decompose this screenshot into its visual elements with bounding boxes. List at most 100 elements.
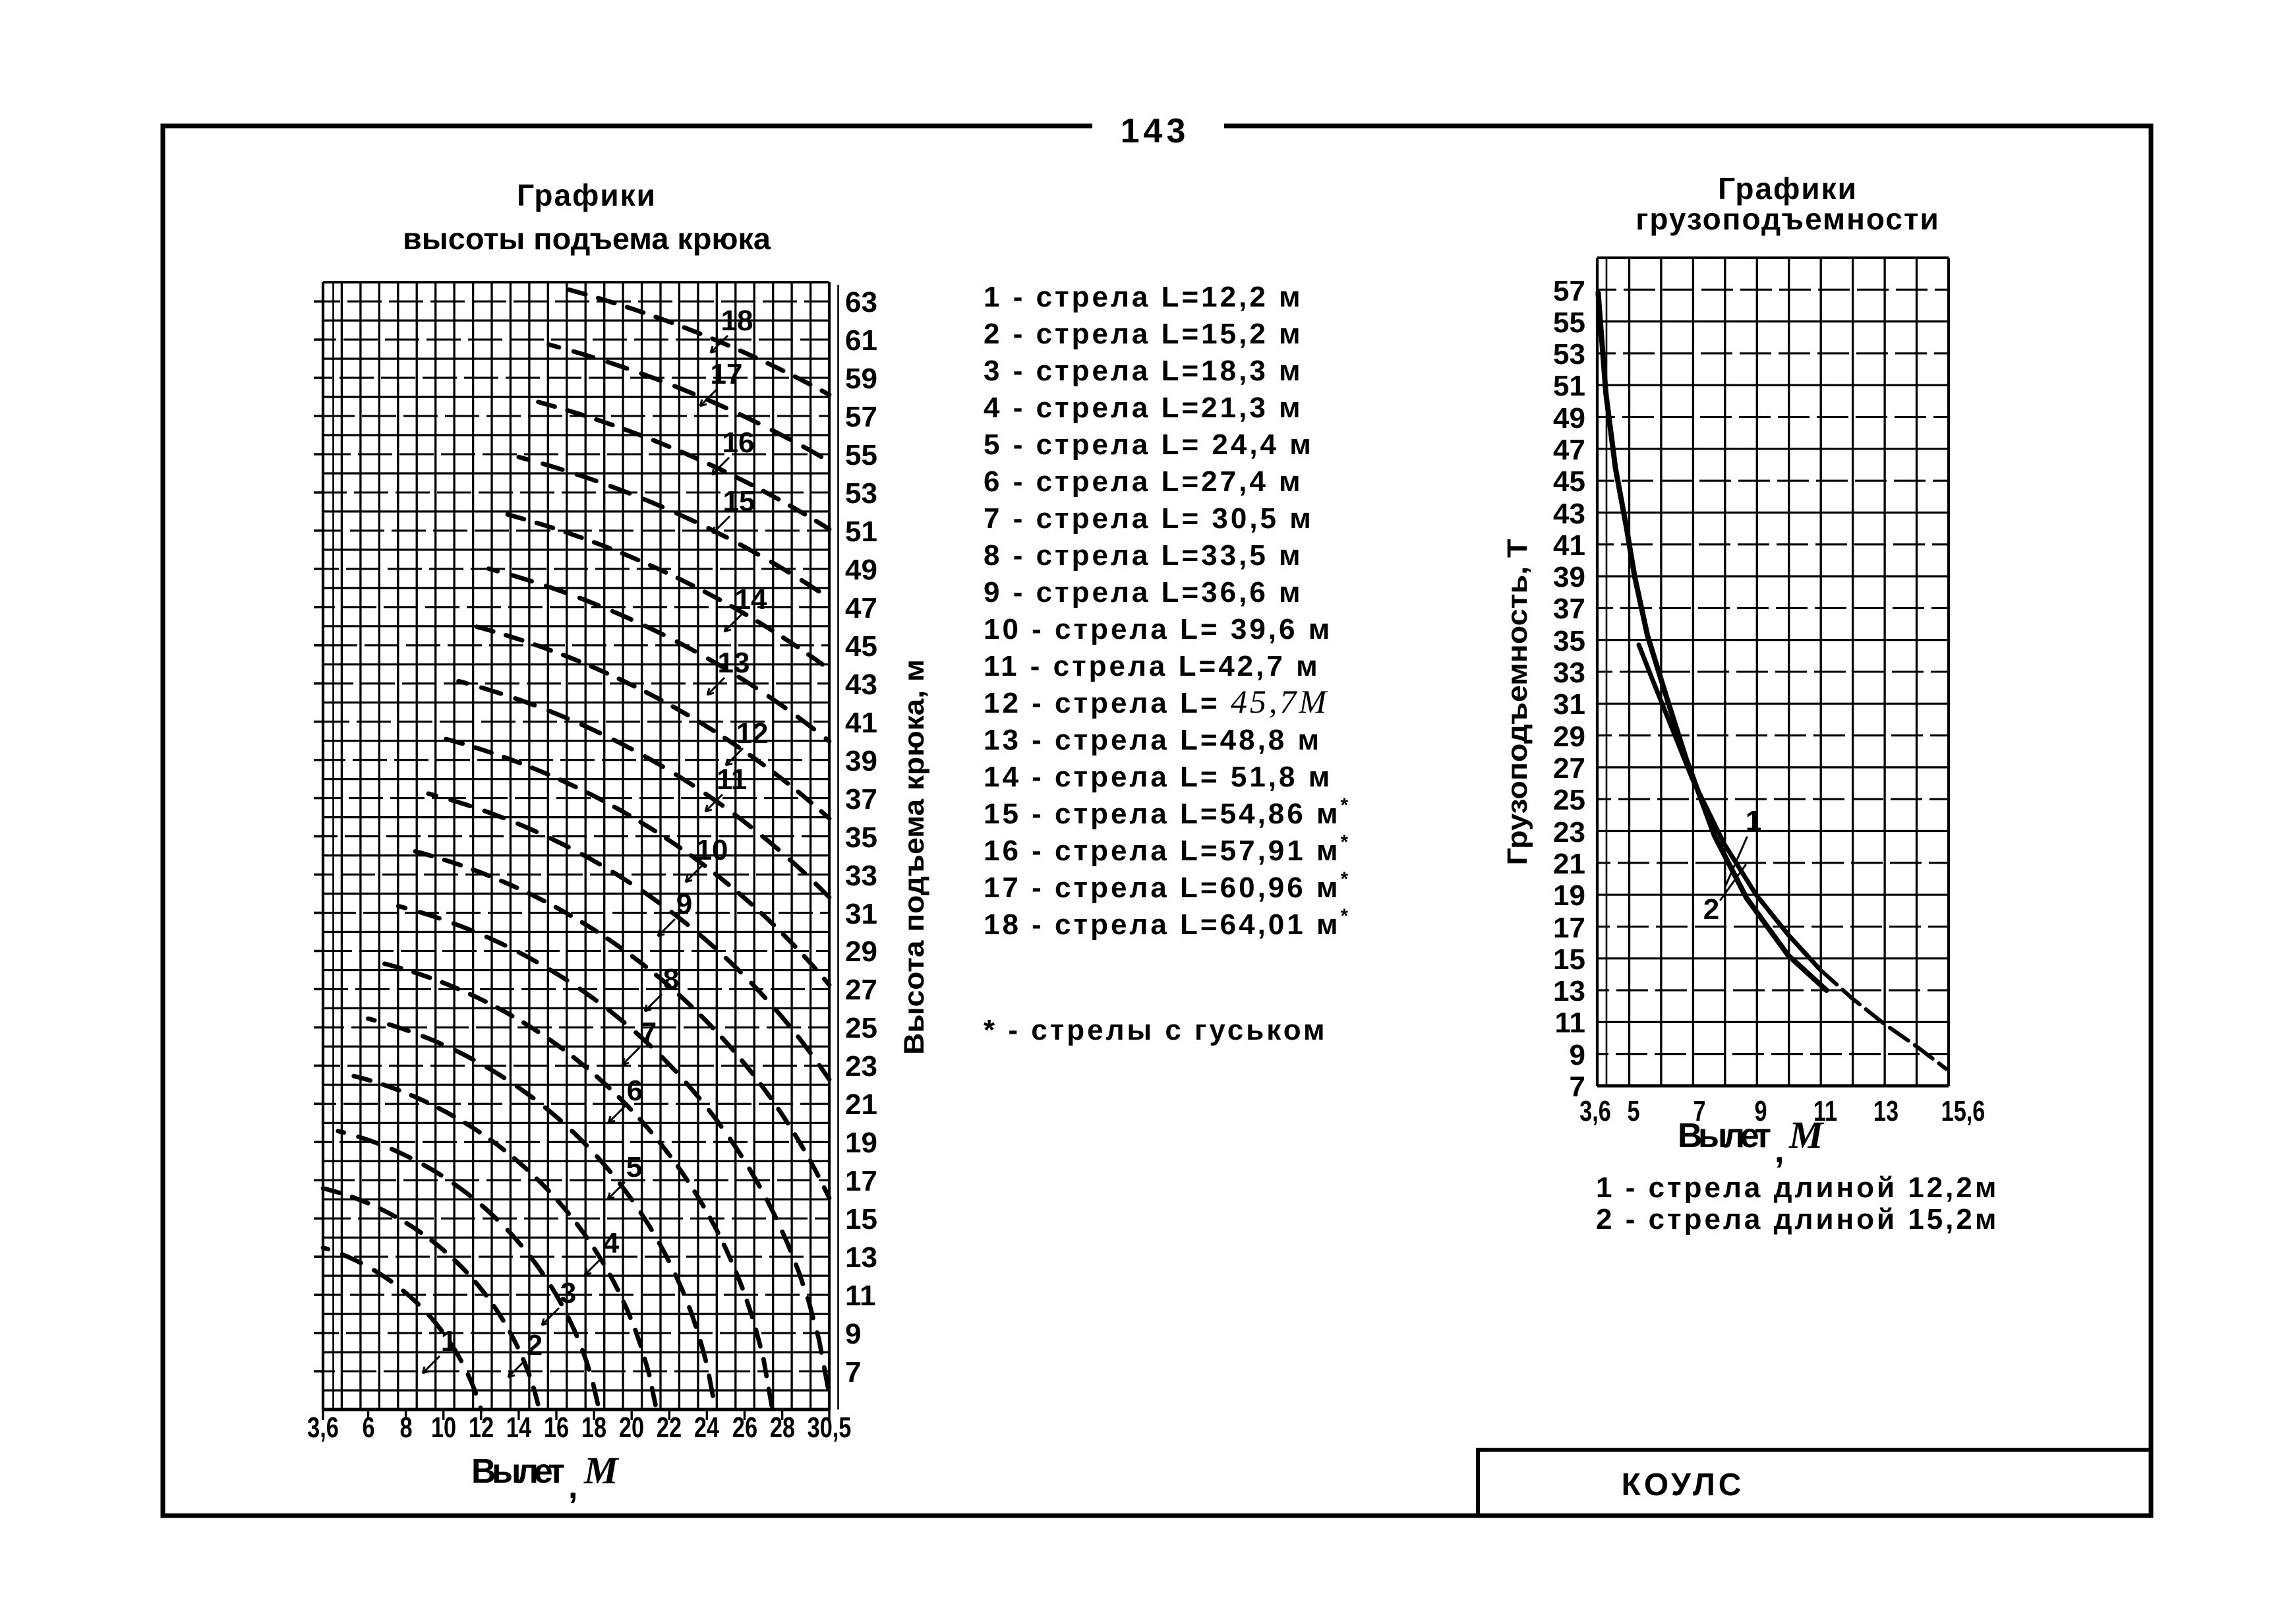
svg-text:57: 57 <box>845 401 877 433</box>
svg-text:31: 31 <box>1553 688 1585 721</box>
svg-text:15: 15 <box>723 485 755 518</box>
svg-text:15: 15 <box>1553 943 1585 976</box>
svg-text:35: 35 <box>845 821 877 854</box>
svg-text:39: 39 <box>1553 561 1585 593</box>
svg-text:Грузоподъемность, Т: Грузоподъемность, Т <box>1502 539 1533 866</box>
svg-text:13: 13 <box>845 1241 877 1274</box>
svg-text:,: , <box>1775 1132 1784 1170</box>
svg-text:41: 41 <box>845 707 877 739</box>
svg-text:5: 5 <box>1627 1095 1639 1127</box>
svg-text:55: 55 <box>845 439 877 471</box>
svg-text:13: 13 <box>1553 975 1585 1007</box>
svg-text:1 - стрела L=12,2 м: 1 - стрела L=12,2 м <box>984 281 1303 313</box>
svg-text:13: 13 <box>1873 1095 1899 1127</box>
svg-text:12: 12 <box>736 717 769 750</box>
svg-text:25: 25 <box>1553 784 1585 816</box>
svg-text:2 - стрела L=15,2 м: 2 - стрела L=15,2 м <box>984 318 1303 350</box>
svg-text:высоты подъема крюка: высоты подъема крюка <box>403 222 771 256</box>
svg-text:19: 19 <box>845 1127 877 1159</box>
svg-text:Графики: Графики <box>517 178 657 212</box>
svg-text:1: 1 <box>1746 805 1761 837</box>
svg-text:* - стрелы с гуськом: * - стрелы с гуськом <box>984 1014 1328 1046</box>
svg-text:51: 51 <box>845 516 877 548</box>
svg-text:33: 33 <box>845 860 877 892</box>
svg-text:17 - стрела L=60,96 м*: 17 - стрела L=60,96 м* <box>984 868 1351 904</box>
svg-text:6: 6 <box>362 1411 374 1444</box>
svg-text:37: 37 <box>1553 593 1585 625</box>
svg-text:Графики: Графики <box>1718 171 1858 206</box>
svg-text:3 - стрела L=18,3 м: 3 - стрела L=18,3 м <box>984 355 1303 387</box>
svg-text:21: 21 <box>845 1088 877 1121</box>
svg-text:Вылет: Вылет <box>471 1452 565 1491</box>
svg-text:Высота подъема крюка, м: Высота подъема крюка, м <box>898 659 930 1055</box>
svg-text:19: 19 <box>1553 879 1585 912</box>
svg-text:25: 25 <box>845 1012 877 1044</box>
svg-text:23: 23 <box>845 1050 877 1083</box>
svg-text:16: 16 <box>722 427 755 459</box>
svg-text:31: 31 <box>845 898 877 930</box>
svg-text:14: 14 <box>506 1411 531 1444</box>
svg-text:11: 11 <box>1554 1007 1585 1039</box>
svg-text:18 - стрела L=64,01 м*: 18 - стрела L=64,01 м* <box>984 905 1351 941</box>
svg-text:55: 55 <box>1553 307 1585 339</box>
svg-text:22: 22 <box>657 1411 682 1444</box>
svg-text:35: 35 <box>1553 625 1585 657</box>
svg-text:41: 41 <box>1553 529 1585 562</box>
svg-text:45: 45 <box>845 630 877 663</box>
svg-text:24: 24 <box>694 1411 719 1444</box>
svg-text:10 - стрела L= 39,6 м: 10 - стрела L= 39,6 м <box>984 613 1332 645</box>
svg-text:9 - стрела L=36,6 м: 9 - стрела L=36,6 м <box>984 576 1303 608</box>
svg-text:1: 1 <box>441 1325 457 1357</box>
svg-text:53: 53 <box>845 477 877 510</box>
svg-text:9: 9 <box>1570 1039 1585 1071</box>
svg-text:47: 47 <box>845 592 877 624</box>
svg-text:11 - стрела L=42,7 м: 11 - стрела L=42,7 м <box>984 650 1320 682</box>
svg-text:9: 9 <box>676 888 692 920</box>
svg-text:51: 51 <box>1553 370 1585 402</box>
svg-text:2: 2 <box>1703 893 1719 926</box>
svg-text:61: 61 <box>845 324 877 357</box>
svg-text:53: 53 <box>1553 338 1585 371</box>
svg-text:7: 7 <box>1570 1071 1585 1103</box>
svg-text:1 - стрела длиной 12,2м: 1 - стрела длиной 12,2м <box>1596 1172 1999 1204</box>
svg-text:5: 5 <box>626 1151 642 1183</box>
svg-text:4 - стрела L=21,3 м: 4 - стрела L=21,3 м <box>984 392 1303 424</box>
svg-text:2: 2 <box>527 1329 543 1361</box>
svg-text:Вылет: Вылет <box>1678 1117 1771 1155</box>
svg-text:6: 6 <box>627 1075 643 1107</box>
svg-text:11: 11 <box>1813 1095 1837 1127</box>
svg-text:43: 43 <box>1553 498 1585 530</box>
svg-text:7: 7 <box>845 1356 861 1388</box>
svg-text:29: 29 <box>1553 721 1585 753</box>
svg-text:8 - стрела L=33,5 м: 8 - стрела L=33,5 м <box>984 539 1303 572</box>
svg-text:17: 17 <box>711 358 743 390</box>
svg-text:9: 9 <box>1754 1095 1767 1127</box>
svg-text:4: 4 <box>603 1227 620 1259</box>
svg-text:30,5: 30,5 <box>808 1411 852 1444</box>
svg-text:9: 9 <box>845 1318 861 1350</box>
svg-text:18: 18 <box>581 1411 606 1444</box>
svg-text:6 - стрела L=27,4 м: 6 - стрела L=27,4 м <box>984 465 1303 498</box>
svg-text:13 - стрела L=48,8 м: 13 - стрела L=48,8 м <box>984 724 1322 756</box>
svg-text:7: 7 <box>1693 1095 1705 1127</box>
svg-text:49: 49 <box>845 554 877 586</box>
svg-text:М: М <box>1788 1113 1825 1156</box>
svg-text:45: 45 <box>1553 465 1585 498</box>
svg-text:33: 33 <box>1553 657 1585 689</box>
svg-text:143: 143 <box>1121 112 1190 150</box>
svg-text:12 - стрела L= 45,7М: 12 - стрела L= 45,7М <box>984 683 1329 720</box>
svg-text:16: 16 <box>544 1411 569 1444</box>
svg-text:21: 21 <box>1553 848 1585 880</box>
svg-text:18: 18 <box>721 305 753 337</box>
svg-text:57: 57 <box>1553 275 1585 307</box>
svg-text:КОУЛС: КОУЛС <box>1622 1468 1745 1502</box>
svg-text:28: 28 <box>770 1411 795 1444</box>
svg-text:16 - стрела L=57,91 м*: 16 - стрела L=57,91 м* <box>984 831 1351 867</box>
svg-text:23: 23 <box>1553 816 1585 848</box>
svg-text:8: 8 <box>663 963 679 995</box>
svg-text:3,6: 3,6 <box>307 1411 339 1444</box>
svg-text:7 - стрела L= 30,5 м: 7 - стрела L= 30,5 м <box>984 502 1314 535</box>
svg-text:12: 12 <box>469 1411 494 1444</box>
svg-text:47: 47 <box>1553 434 1585 466</box>
svg-text:29: 29 <box>845 935 877 968</box>
